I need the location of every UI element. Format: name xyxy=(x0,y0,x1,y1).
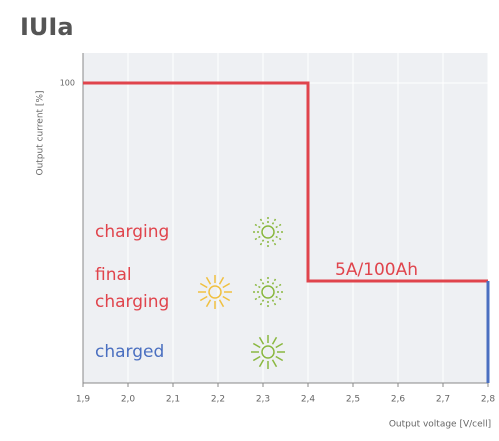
annotation: charged xyxy=(95,342,164,362)
x-tick-label: 2,4 xyxy=(301,395,316,405)
status-icon-ray xyxy=(252,342,261,349)
status-icon-ray xyxy=(271,299,278,308)
x-tick-label: 2,3 xyxy=(256,395,270,405)
x-axis-label: Output voltage [V/cell] xyxy=(389,420,491,430)
status-icon-ray xyxy=(222,295,231,302)
y-axis-label: Output current [%] xyxy=(36,90,46,175)
series-line xyxy=(83,81,488,283)
status-icon-ray xyxy=(271,336,278,345)
status-icon-ray xyxy=(252,295,261,302)
x-tick-label: 1,9 xyxy=(76,395,91,405)
status-icon-ray xyxy=(258,216,265,225)
status-icon xyxy=(261,345,275,359)
status-icon-ray xyxy=(218,276,225,285)
status-icon xyxy=(208,285,222,299)
status-icon-ray xyxy=(258,359,265,368)
annotation: 5A/100Ah xyxy=(335,260,418,280)
status-icon-ray xyxy=(258,299,265,308)
status-icon-ray xyxy=(222,282,231,289)
annotation: charging xyxy=(95,292,169,312)
status-icon-ray xyxy=(205,299,212,308)
status-icon xyxy=(261,285,275,299)
status-icon-ray xyxy=(275,342,284,349)
status-icon-ray xyxy=(275,355,284,362)
x-tick-label: 2,5 xyxy=(346,395,360,405)
x-tick-label: 2,7 xyxy=(436,395,450,405)
x-tick-label: 2,6 xyxy=(391,395,406,405)
status-icon-ray xyxy=(252,235,261,242)
status-icon-ray xyxy=(275,235,284,242)
status-icon-ray xyxy=(271,239,278,248)
status-icon-ray xyxy=(258,336,265,345)
status-icon-ray xyxy=(275,282,284,289)
x-tick-label: 2,1 xyxy=(166,395,180,405)
status-icon-ray xyxy=(275,295,284,302)
status-icon-ray xyxy=(271,359,278,368)
status-icon-ray xyxy=(218,299,225,308)
plot-area xyxy=(83,53,488,383)
status-icon-ray xyxy=(199,295,208,302)
x-tick-label: 2,2 xyxy=(211,395,225,405)
status-icon-ray xyxy=(275,222,284,229)
annotation: charging xyxy=(95,222,169,242)
status-icon-ray xyxy=(271,216,278,225)
x-tick-label: 2,0 xyxy=(121,395,136,405)
status-icon-ray xyxy=(252,355,261,362)
status-icon-ray xyxy=(271,276,278,285)
status-icon-ray xyxy=(258,239,265,248)
status-icon-ray xyxy=(205,276,212,285)
annotation: final xyxy=(95,265,132,285)
y-tick-label: 100 xyxy=(60,79,75,88)
x-tick-label: 2,8 xyxy=(481,395,496,405)
status-icon-ray xyxy=(252,282,261,289)
status-icon-ray xyxy=(199,282,208,289)
status-icon-ray xyxy=(258,276,265,285)
chart-title: IUIa xyxy=(20,13,74,41)
status-icon-ray xyxy=(252,222,261,229)
status-icon xyxy=(261,225,275,239)
